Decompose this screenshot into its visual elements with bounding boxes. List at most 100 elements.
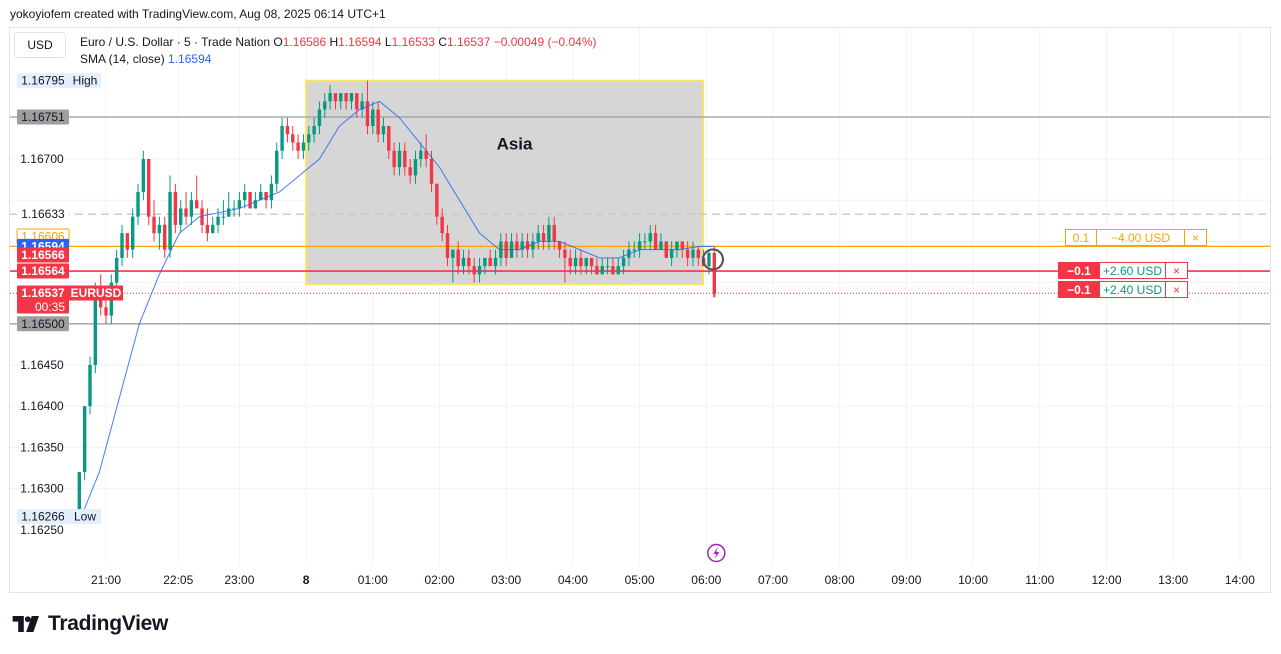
x-tick-label: 21:00: [91, 573, 121, 587]
y-tick-label: 1.16350: [20, 440, 64, 454]
candle-body: [488, 257, 492, 267]
close-trade-button[interactable]: ×: [1165, 282, 1187, 297]
candle-body: [162, 224, 167, 250]
candle-body: [472, 266, 476, 275]
candle-body: [157, 224, 162, 234]
sma-label: SMA (14, close): [80, 52, 165, 66]
candle-body: [227, 208, 231, 217]
brand-name: TradingView: [48, 612, 169, 635]
price-label-red: 1.16564: [17, 263, 69, 279]
highlight-circle: [701, 248, 725, 271]
candle-body: [323, 101, 327, 110]
candle-body: [211, 224, 215, 234]
currency-button[interactable]: USD: [14, 32, 66, 58]
candle-body: [451, 249, 455, 258]
candle-body: [552, 224, 556, 242]
price-tag-bg: [69, 73, 101, 89]
candle-body: [360, 101, 364, 110]
candle-body: [307, 134, 311, 143]
price-label-red: 1.16537 EURUSD 00:35: [17, 285, 123, 314]
candle-body: [371, 109, 375, 127]
candle-body: [179, 208, 183, 225]
x-tick-label: 04:00: [558, 573, 588, 587]
symbol-name: Euro / U.S. Dollar · 5 · Trade Nation: [80, 35, 271, 49]
candle-body: [152, 216, 156, 234]
x-tick-label: 12:00: [1091, 573, 1121, 587]
candle-body: [632, 249, 636, 251]
candle-body: [669, 249, 674, 258]
candle-body: [536, 233, 540, 242]
trade-order-long[interactable]: 0.1 −4.00 USD ×: [1065, 229, 1207, 246]
lightning-icon: [713, 547, 720, 559]
candle-body: [275, 150, 279, 184]
price-label-text: 1.16633: [21, 207, 65, 221]
y-tick-label: 1.16400: [20, 399, 64, 413]
candle-body: [232, 208, 236, 210]
price-label-bg: [17, 316, 69, 332]
candle-body: [712, 252, 717, 294]
price-label-bg: [17, 285, 69, 314]
trade-pl: −4.00 USD: [1096, 230, 1184, 245]
price-label-bg: [17, 206, 69, 222]
candle-body: [253, 200, 258, 209]
candle-body: [659, 241, 663, 250]
candle-body: [408, 167, 412, 176]
candle-body: [301, 142, 306, 151]
trade-order-short-2[interactable]: −0.1 +2.40 USD ×: [1058, 281, 1188, 298]
candle-body: [467, 257, 471, 267]
candle-body: [93, 290, 98, 365]
change-value: −0.00049 (−0.04%): [493, 35, 597, 49]
candle-body: [477, 266, 482, 275]
price-label-text: 1.16795: [21, 74, 65, 88]
candle-body: [568, 257, 572, 267]
candle-body: [685, 249, 690, 258]
y-tick-label: 1.16300: [20, 482, 64, 496]
time-axis: 21:00 22:05 23:00 8 01:00 02:00 03:00 04:00 05:0…: [91, 573, 1255, 587]
event-markers: [701, 248, 726, 563]
candle-body: [573, 257, 578, 267]
price-label-red: 1.16566: [17, 247, 69, 263]
session-label: Asia: [497, 135, 533, 154]
candle-body: [413, 159, 418, 176]
candle-body: [600, 266, 604, 275]
candle-body: [691, 249, 695, 258]
x-tick-label: 13:00: [1158, 573, 1188, 587]
price-label-bg: [17, 247, 69, 263]
candle-body: [114, 257, 119, 283]
y-tick-label: 1.16450: [20, 358, 64, 372]
x-tick-label: 10:00: [958, 573, 988, 587]
price-label-gray: 1.16500: [17, 316, 69, 332]
trade-order-short-1[interactable]: −0.1 +2.60 USD ×: [1058, 262, 1188, 279]
x-tick-label: 23:00: [224, 573, 254, 587]
candle-body: [291, 134, 295, 143]
candle-body: [387, 126, 391, 151]
low-label: L: [384, 35, 392, 49]
candle-body: [483, 257, 487, 267]
candle-body: [515, 241, 519, 250]
close-trade-button[interactable]: ×: [1165, 263, 1187, 278]
price-label-text: 1.16537: [21, 286, 65, 300]
price-tag-text: EURUSD: [71, 286, 122, 300]
price-label-bg: [17, 73, 69, 89]
trade-pl: +2.40 USD: [1099, 282, 1165, 297]
candle-body: [216, 216, 220, 225]
candle-body: [365, 101, 370, 127]
candle-body: [520, 241, 524, 250]
candle-body: [616, 266, 620, 275]
low-value: 1.16533: [391, 35, 435, 49]
price-tag-text: Low: [74, 510, 96, 524]
x-tick-label: 02:00: [424, 573, 454, 587]
candle-body: [237, 200, 242, 209]
x-tick-label: 03:00: [491, 573, 521, 587]
close-trade-button[interactable]: ×: [1184, 230, 1206, 245]
candle-body: [88, 365, 92, 407]
sma-line: [78, 100, 715, 522]
candle-body: [328, 93, 332, 102]
price-tag-bg: [69, 509, 101, 525]
candle-body: [680, 241, 684, 250]
price-label-light: 1.16795 High: [17, 73, 101, 89]
open-value: 1.16586: [282, 35, 327, 49]
candle-body: [605, 266, 610, 268]
high-value: 1.16594: [338, 35, 382, 49]
